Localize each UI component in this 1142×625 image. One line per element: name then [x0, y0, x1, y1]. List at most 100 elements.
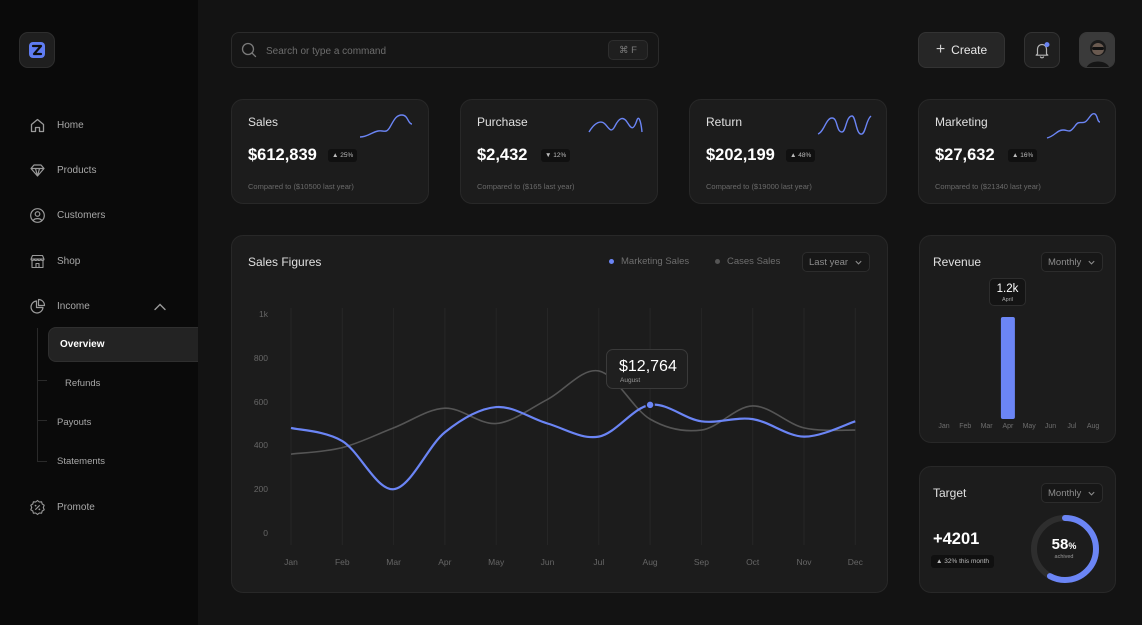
- sidebar-item-label: Customers: [57, 209, 106, 221]
- chart-tooltip: $12,764 August: [606, 349, 688, 389]
- chevron-down-icon: [855, 260, 862, 265]
- marketing-sparkline: [1046, 113, 1101, 139]
- sidebar-item-label: Home: [57, 119, 84, 131]
- stat-change-badge: ▼ 12%: [541, 149, 571, 162]
- app-logo[interactable]: [19, 32, 55, 68]
- home-icon: [28, 116, 46, 134]
- arrow-up-icon: ▲: [1012, 152, 1019, 159]
- stat-change: 16%: [1020, 152, 1034, 159]
- legend-dot: [609, 259, 614, 264]
- revenue-x-tick-label: May: [1022, 423, 1036, 430]
- create-button-label: Create: [951, 43, 988, 57]
- x-tick-label: Apr: [438, 557, 452, 567]
- arrow-up-icon: ▲: [790, 152, 797, 159]
- bell-icon: [1035, 42, 1050, 59]
- tooltip-label: August: [620, 377, 641, 384]
- stat-compare: Compared to ($21340 last year): [935, 182, 1041, 191]
- stat-title: Return: [706, 115, 743, 129]
- y-tick-label: 400: [253, 440, 268, 451]
- user-avatar[interactable]: [1079, 32, 1115, 68]
- subnav-item-refunds[interactable]: Refunds: [65, 378, 101, 389]
- plus-icon: +: [935, 41, 946, 58]
- sidebar-item-promote[interactable]: Promote: [28, 497, 95, 517]
- sidebar-item-home[interactable]: Home: [28, 115, 84, 135]
- x-tick-label: Dec: [847, 557, 863, 567]
- y-tick-label: 600: [253, 396, 268, 407]
- stat-change: 48%: [798, 152, 812, 159]
- target-badge-text: 32% this month: [944, 558, 990, 565]
- arrow-up-icon: ▲: [332, 152, 339, 159]
- stat-compare: Compared to ($165 last year): [477, 182, 575, 191]
- y-tick-label: 200: [253, 484, 268, 495]
- target-title: Target: [933, 486, 967, 500]
- subnav-item-overview[interactable]: Overview: [48, 327, 198, 362]
- search-shortcut: ⌘ F: [608, 40, 648, 60]
- revenue-x-tick-label: Jun: [1044, 423, 1057, 430]
- purchase-sparkline: [588, 117, 643, 133]
- revenue-x-tick-label: Apr: [1002, 423, 1014, 430]
- target-badge: ▲ 32% this month: [931, 555, 995, 568]
- legend-marketing-sales[interactable]: Marketing Sales: [609, 256, 689, 267]
- subnav-tick: [37, 461, 47, 462]
- stat-change-badge: ▲ 25%: [328, 149, 358, 162]
- y-tick-label: 800: [253, 352, 268, 363]
- sidebar-item-customers[interactable]: Customers: [28, 205, 105, 225]
- notifications-button[interactable]: [1024, 32, 1060, 68]
- stat-change-badge: ▲ 16%: [1008, 149, 1038, 162]
- subnav-tick: [37, 420, 47, 421]
- x-tick-label: Feb: [334, 557, 350, 567]
- stat-title: Purchase: [477, 115, 528, 129]
- revenue-x-tick-label: Aug: [1086, 423, 1100, 430]
- x-tick-label: Jun: [540, 557, 555, 567]
- revenue-x-tick-label: Mar: [980, 423, 993, 430]
- stat-card-sales[interactable]: Sales $612,839 ▲ 25% Compared to ($10500…: [231, 99, 429, 204]
- series-marketing-sales: [290, 403, 856, 491]
- stat-card-return[interactable]: Return $202,199 ▲ 48% Compared to ($1900…: [689, 99, 887, 204]
- user-photo: [1080, 33, 1114, 67]
- chevron-up-icon[interactable]: [152, 300, 168, 314]
- x-tick-label: Oct: [746, 557, 760, 567]
- subnav-item-statements[interactable]: Statements: [57, 456, 106, 467]
- sales-sparkline: [359, 114, 413, 138]
- x-tick-label: Jul: [593, 557, 605, 567]
- arrow-up-icon: ▲: [936, 558, 943, 565]
- tooltip-label: April: [1001, 297, 1013, 303]
- legend-dot: [715, 259, 720, 264]
- sidebar-item-products[interactable]: Products: [28, 160, 96, 180]
- stat-change-badge: ▲ 48%: [786, 149, 816, 162]
- x-tick-label: Mar: [386, 557, 401, 567]
- stat-value: $202,199: [706, 146, 775, 164]
- period-dropdown[interactable]: Last year: [802, 252, 871, 272]
- legend-cases-sales[interactable]: Cases Sales: [715, 256, 780, 267]
- chevron-down-icon: [1088, 260, 1095, 265]
- target-percent-unit: %: [1068, 541, 1077, 551]
- tooltip-value: 1.2k: [996, 283, 1019, 295]
- period-value: Last year: [809, 256, 849, 268]
- target-period-dropdown[interactable]: Monthly: [1041, 483, 1104, 503]
- sidebar-item-shop[interactable]: Shop: [28, 251, 80, 271]
- revenue-x-tick-label: Feb: [959, 423, 972, 430]
- sidebar: Home Products Customers Shop Income: [0, 0, 198, 625]
- legend-label: Cases Sales: [727, 256, 781, 267]
- revenue-title: Revenue: [933, 255, 982, 269]
- user-circle-icon: [28, 206, 46, 224]
- chart-gridlines: [290, 308, 856, 545]
- period-value: Monthly: [1048, 256, 1082, 268]
- stat-compare: Compared to ($19000 last year): [706, 182, 812, 191]
- search-input[interactable]: [266, 42, 596, 60]
- search-icon: [240, 41, 258, 59]
- pie-chart-icon: [28, 297, 46, 315]
- stat-card-marketing[interactable]: Marketing $27,632 ▲ 16% Compared to ($21…: [918, 99, 1116, 204]
- target-percent-number: 58: [1051, 536, 1069, 553]
- stat-card-purchase[interactable]: Purchase $2,432 ▼ 12% Compared to ($165 …: [460, 99, 658, 204]
- revenue-period-dropdown[interactable]: Monthly: [1041, 252, 1104, 272]
- sidebar-item-income[interactable]: Income: [28, 296, 90, 316]
- create-button[interactable]: + Create: [918, 32, 1005, 68]
- search-bar[interactable]: ⌘ F: [231, 32, 659, 68]
- x-tick-label: Jan: [284, 557, 298, 567]
- subnav-item-payouts[interactable]: Payouts: [57, 417, 92, 428]
- chevron-down-icon: [1088, 491, 1095, 496]
- stat-title: Sales: [248, 115, 279, 129]
